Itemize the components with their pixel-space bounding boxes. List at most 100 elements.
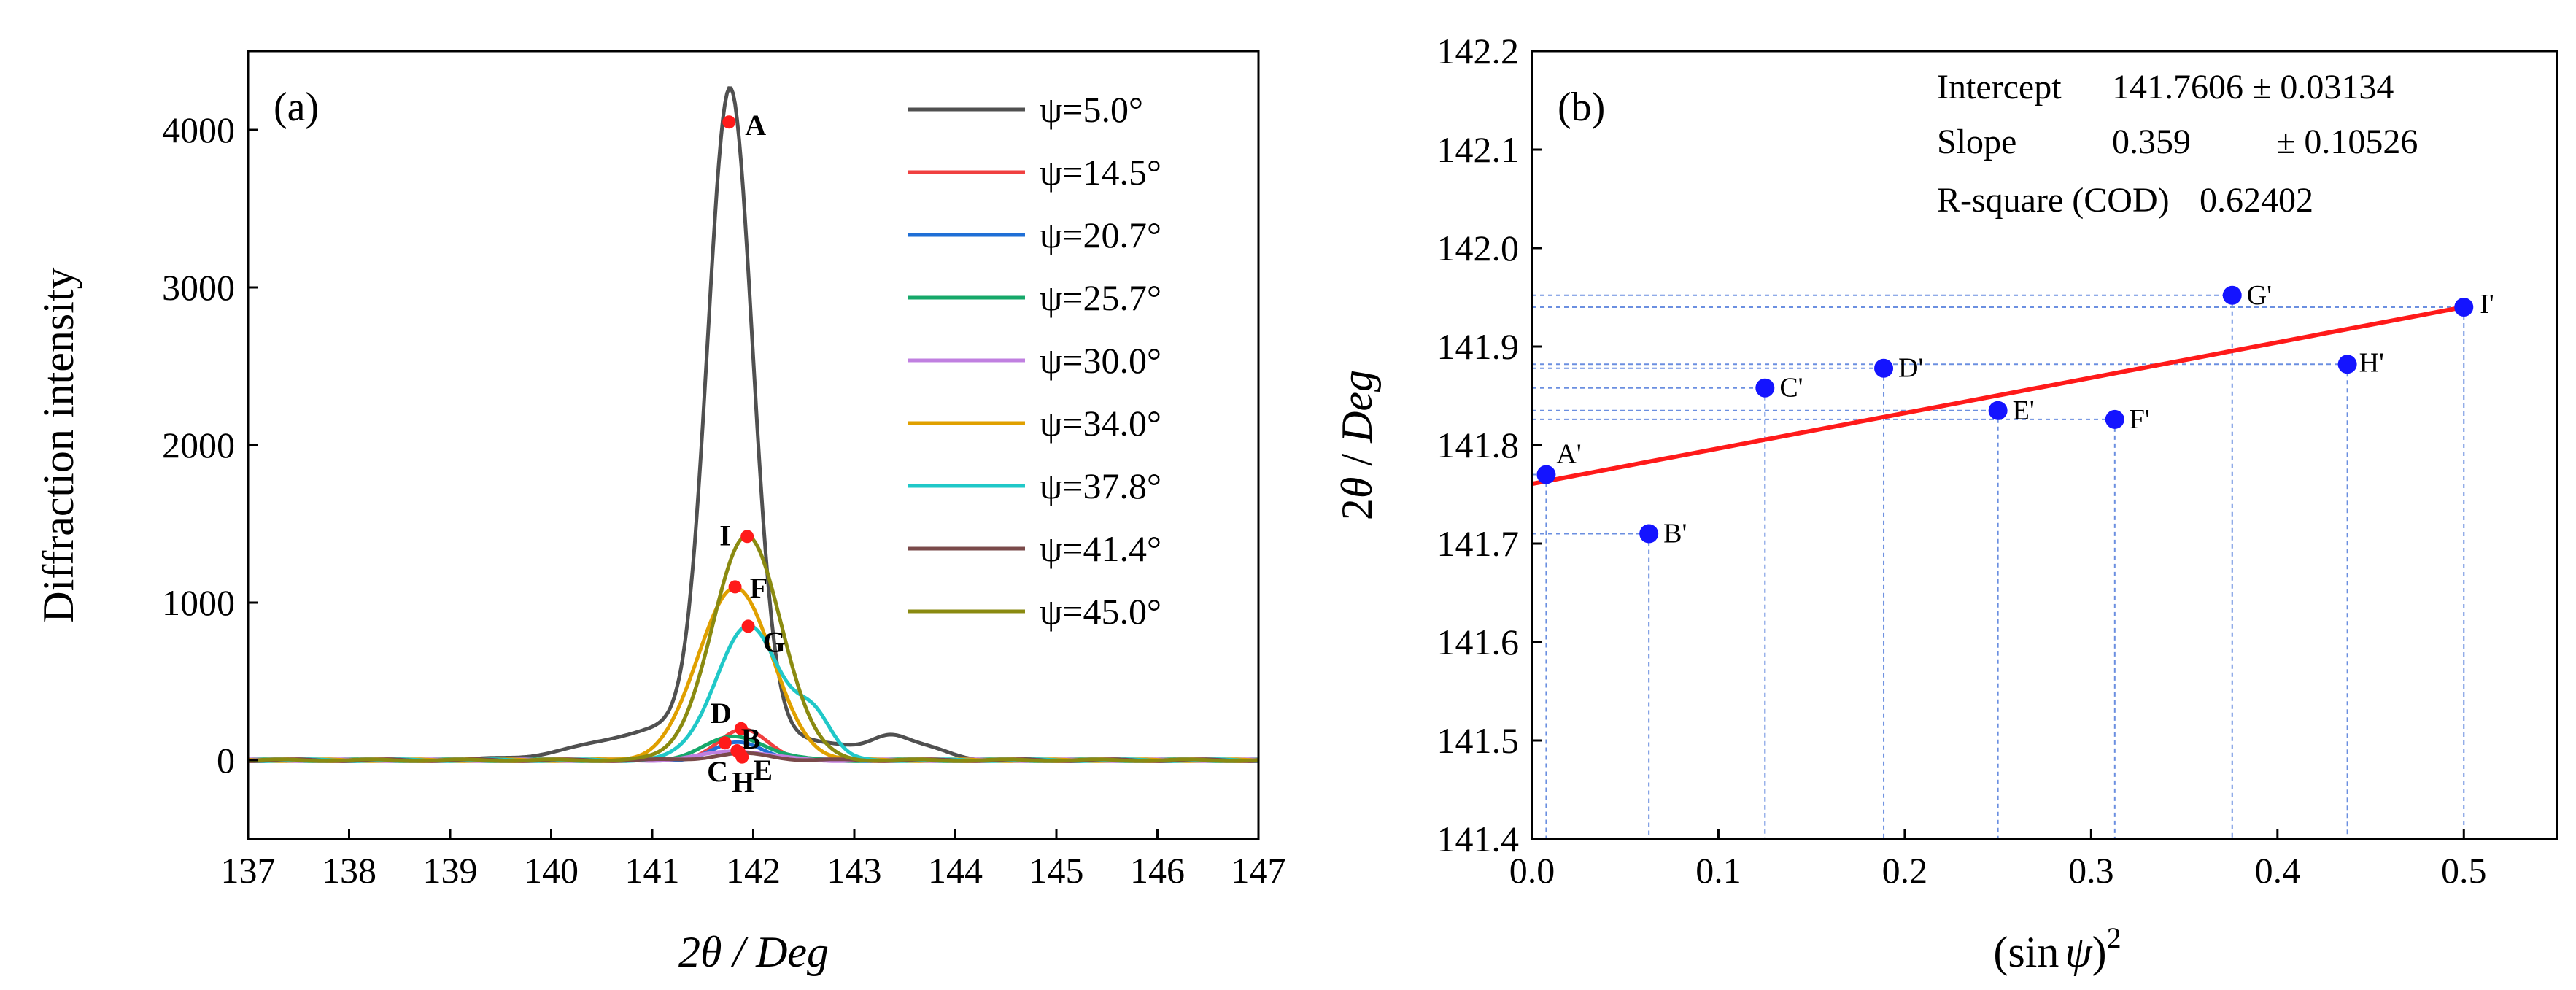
panel-a-y-tick-label: 1000 xyxy=(162,582,235,623)
panel-b-y-tick-label: 142.2 xyxy=(1437,31,1520,71)
panel-a-x-tick-label: 146 xyxy=(1130,850,1185,891)
panel-a-x-tick-label: 143 xyxy=(827,850,882,891)
panel-a-y-tick-label: 0 xyxy=(217,740,235,781)
panel-b-stats: Intercept 141.7606 ± 0.03134 Slope 0.359… xyxy=(1937,68,2418,220)
point-label-E: E xyxy=(753,754,773,786)
panel-b-y-tick-label: 141.7 xyxy=(1437,523,1520,564)
panel-b-x-tick-label: 0.3 xyxy=(2068,850,2114,891)
data-point-E' xyxy=(1988,401,2008,420)
panel-a-x-tick-label: 139 xyxy=(423,850,478,891)
panel-a-x-tick-label: 138 xyxy=(322,850,376,891)
data-point-label-F': F' xyxy=(2130,404,2150,435)
panel-a-x-tick-label: 137 xyxy=(221,850,276,891)
data-point-label-E': E' xyxy=(2013,395,2035,426)
panel-a-legend: ψ=5.0° ψ=14.5° ψ=20.7° ψ=25.7° ψ=30.0° ψ=34.0… xyxy=(908,89,1161,632)
panel-a-x-tick-label: 144 xyxy=(928,850,983,891)
point-G xyxy=(741,619,755,633)
panel-b-y-ticks: 141.4 141.5 141.6 141.7 141.8 141.9 142.0 142.1… xyxy=(1437,31,1542,859)
panel-a-x-tick-label: 141 xyxy=(625,850,680,891)
panel-b-y-tick-label: 142.0 xyxy=(1437,228,1520,268)
point-label-F: F xyxy=(750,571,767,604)
point-label-A: A xyxy=(745,109,766,142)
point-label-I: I xyxy=(719,519,731,552)
panel-a-x-tick-label: 147 xyxy=(1231,850,1286,891)
point-F xyxy=(728,580,742,594)
panel-b-label: (b) xyxy=(1558,85,1605,130)
point-A xyxy=(722,115,736,129)
panel-b-x-axis-title: (sin ψ)2 xyxy=(1993,921,2121,976)
legend-entry-psi-45.0: ψ=45.0° xyxy=(1040,591,1161,632)
panel-b-guide-lines xyxy=(1532,294,2465,839)
panel-a-x-ticks: 137 138 139 140 141 142 143 144 145 146 147 xyxy=(221,829,1286,891)
point-I xyxy=(740,530,754,544)
point-label-H: H xyxy=(732,766,754,799)
data-point-label-D': D' xyxy=(1898,353,1923,384)
panel-b-y-tick-label: 141.4 xyxy=(1437,819,1520,859)
panel-b-x-tick-label: 0.0 xyxy=(1509,850,1555,891)
point-label-D: D xyxy=(711,697,732,730)
panel-b-y-axis-title: 2θ / Deg xyxy=(1333,370,1381,520)
legend-entry-psi-5.0: ψ=5.0° xyxy=(1040,89,1143,130)
point-H xyxy=(735,750,749,764)
panel-b: A' B' C' D' E' F' G' H' I' 0.0 0.1 0.2 0.3 0.4 0.5 14… xyxy=(1333,31,2558,976)
panel-a-y-ticks: 0 1000 2000 3000 4000 xyxy=(162,109,258,781)
data-point-label-B': B' xyxy=(1663,519,1687,549)
stats-intercept-value: 141.7606 ± 0.03134 xyxy=(2112,68,2394,107)
stats-slope-value: 0.359 xyxy=(2112,123,2191,161)
point-B xyxy=(718,736,732,750)
data-point-H' xyxy=(2337,355,2357,374)
panel-b-y-tick-label: 141.9 xyxy=(1437,326,1520,367)
panel-b-frame xyxy=(1531,50,2558,840)
data-point-A' xyxy=(1536,465,1556,484)
stats-intercept-label: Intercept xyxy=(1937,68,2062,107)
data-point-G' xyxy=(2222,285,2242,305)
panel-a-label: (a) xyxy=(274,85,319,130)
point-label-G: G xyxy=(763,625,786,658)
panel-a-y-tick-label: 4000 xyxy=(162,109,235,150)
series-line-psi-45.0 xyxy=(247,534,1259,763)
stats-r2-label: R-square (COD) xyxy=(1937,181,2170,220)
panel-a-x-tick-label: 145 xyxy=(1029,850,1084,891)
panel-b-x-ticks: 0.0 0.1 0.2 0.3 0.4 0.5 xyxy=(1509,829,2487,891)
legend-entry-psi-14.5: ψ=14.5° xyxy=(1040,152,1161,193)
panel-a-lines xyxy=(247,86,1259,763)
legend-entry-psi-37.8: ψ=37.8° xyxy=(1040,465,1161,506)
legend-entry-psi-25.7: ψ=25.7° xyxy=(1040,277,1161,318)
data-point-label-A': A' xyxy=(1556,439,1581,470)
panel-b-x-tick-label: 0.5 xyxy=(2441,850,2487,891)
point-label-C: C xyxy=(707,755,728,788)
panel-a-x-tick-label: 142 xyxy=(726,850,781,891)
data-point-F' xyxy=(2105,409,2124,429)
stats-slope-label: Slope xyxy=(1937,123,2016,161)
data-point-label-H': H' xyxy=(2359,347,2384,378)
panel-a-y-axis-title: Diffraction intensity xyxy=(34,267,82,622)
panel-b-x-tick-label: 0.1 xyxy=(1695,850,1741,891)
panel-b-y-tick-label: 141.8 xyxy=(1437,425,1520,465)
panel-b-y-tick-label: 141.5 xyxy=(1437,720,1520,761)
panel-b-x-tick-label: 0.2 xyxy=(1882,850,1928,891)
panel-a-y-tick-label: 3000 xyxy=(162,267,235,308)
panel-a-y-tick-label: 2000 xyxy=(162,425,235,465)
panel-a-x-tick-label: 140 xyxy=(524,850,579,891)
point-D xyxy=(734,722,748,735)
data-point-label-G': G' xyxy=(2247,280,2272,311)
legend-entry-psi-30.0: ψ=30.0° xyxy=(1040,340,1161,381)
panel-b-x-tick-label: 0.4 xyxy=(2255,850,2301,891)
data-point-label-C': C' xyxy=(1779,373,1803,403)
data-point-C' xyxy=(1755,378,1775,398)
stats-slope-error: ± 0.10526 xyxy=(2276,123,2418,161)
legend-entry-psi-34.0: ψ=34.0° xyxy=(1040,403,1161,444)
data-point-I' xyxy=(2454,298,2474,317)
panel-b-y-tick-label: 142.1 xyxy=(1437,129,1520,170)
panel-a-x-axis-title: 2θ / Deg xyxy=(678,928,829,976)
legend-entry-psi-41.4: ψ=41.4° xyxy=(1040,528,1161,569)
data-point-D' xyxy=(1874,358,1894,378)
legend-entry-psi-20.7: ψ=20.7° xyxy=(1040,214,1161,255)
panel-b-points: A' B' C' D' E' F' G' H' I' xyxy=(1536,280,2494,549)
panel-b-y-tick-label: 141.6 xyxy=(1437,622,1520,662)
panel-b-fit-line xyxy=(1531,304,2464,487)
stats-r2-value: 0.62402 xyxy=(2200,181,2313,220)
